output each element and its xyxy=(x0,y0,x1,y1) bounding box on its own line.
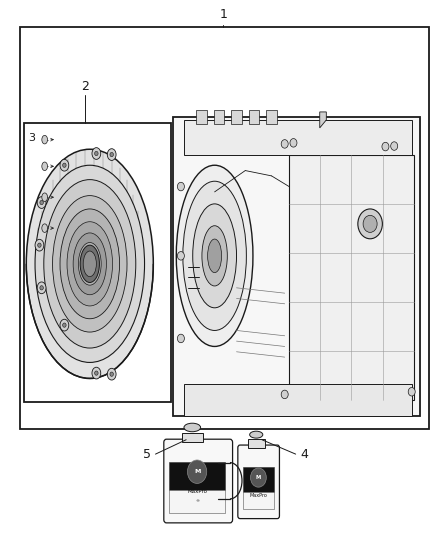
Ellipse shape xyxy=(35,165,145,362)
Bar xyxy=(169,490,225,513)
Bar xyxy=(231,110,242,124)
Bar xyxy=(243,491,274,509)
Ellipse shape xyxy=(26,149,153,378)
Text: 4: 4 xyxy=(300,448,308,461)
Ellipse shape xyxy=(78,243,101,285)
Ellipse shape xyxy=(83,251,96,277)
Circle shape xyxy=(290,139,297,147)
Ellipse shape xyxy=(92,367,101,379)
Ellipse shape xyxy=(83,251,97,277)
Ellipse shape xyxy=(67,222,113,306)
Ellipse shape xyxy=(107,149,116,160)
Text: 3: 3 xyxy=(28,133,35,142)
Text: 5: 5 xyxy=(143,448,151,461)
Ellipse shape xyxy=(35,239,44,251)
Circle shape xyxy=(408,387,415,396)
Circle shape xyxy=(358,209,382,239)
Ellipse shape xyxy=(193,204,237,308)
Bar xyxy=(196,110,207,124)
Ellipse shape xyxy=(184,423,201,432)
Text: 1: 1 xyxy=(219,9,227,21)
Ellipse shape xyxy=(92,148,101,159)
Text: 2: 2 xyxy=(81,80,89,93)
Circle shape xyxy=(187,460,207,483)
Circle shape xyxy=(391,142,398,150)
Ellipse shape xyxy=(73,233,106,295)
Ellipse shape xyxy=(176,165,253,346)
Circle shape xyxy=(382,142,389,151)
Bar xyxy=(184,120,412,155)
Circle shape xyxy=(110,372,113,376)
Bar xyxy=(173,117,420,416)
Ellipse shape xyxy=(42,193,47,201)
Polygon shape xyxy=(320,112,326,128)
Circle shape xyxy=(95,151,98,156)
Ellipse shape xyxy=(60,319,69,331)
Circle shape xyxy=(251,468,266,487)
Circle shape xyxy=(281,390,288,399)
Circle shape xyxy=(363,215,377,232)
Circle shape xyxy=(63,163,66,167)
Bar xyxy=(182,433,203,442)
Circle shape xyxy=(95,371,98,375)
Ellipse shape xyxy=(42,135,47,144)
Bar xyxy=(243,467,274,491)
Circle shape xyxy=(38,243,41,247)
FancyBboxPatch shape xyxy=(164,439,233,523)
Ellipse shape xyxy=(183,181,246,330)
Bar xyxy=(24,123,171,402)
Ellipse shape xyxy=(37,282,46,294)
Ellipse shape xyxy=(44,180,136,348)
Ellipse shape xyxy=(202,225,227,286)
Ellipse shape xyxy=(80,245,99,282)
FancyBboxPatch shape xyxy=(238,445,279,519)
Text: MaxPro: MaxPro xyxy=(250,492,267,498)
Circle shape xyxy=(110,152,113,157)
Ellipse shape xyxy=(42,224,47,232)
Text: MaxPro: MaxPro xyxy=(187,489,207,494)
Circle shape xyxy=(40,286,43,290)
Circle shape xyxy=(177,252,184,260)
Circle shape xyxy=(177,182,184,191)
Bar xyxy=(20,27,429,429)
Circle shape xyxy=(177,334,184,343)
Ellipse shape xyxy=(60,159,69,171)
Bar xyxy=(266,110,277,124)
Ellipse shape xyxy=(42,162,47,171)
Bar xyxy=(289,155,414,400)
Bar xyxy=(214,110,224,124)
Circle shape xyxy=(63,323,66,327)
Ellipse shape xyxy=(53,196,127,332)
Ellipse shape xyxy=(250,431,263,438)
Bar xyxy=(249,110,259,124)
Ellipse shape xyxy=(107,368,116,380)
Bar xyxy=(169,462,225,490)
Bar xyxy=(248,439,265,448)
Ellipse shape xyxy=(37,197,46,208)
Circle shape xyxy=(40,200,43,205)
Text: M: M xyxy=(194,469,200,474)
Ellipse shape xyxy=(60,209,120,319)
Bar xyxy=(184,384,412,416)
Text: ®: ® xyxy=(195,499,199,503)
Ellipse shape xyxy=(208,239,222,272)
Circle shape xyxy=(281,140,288,148)
Text: M: M xyxy=(256,475,261,480)
